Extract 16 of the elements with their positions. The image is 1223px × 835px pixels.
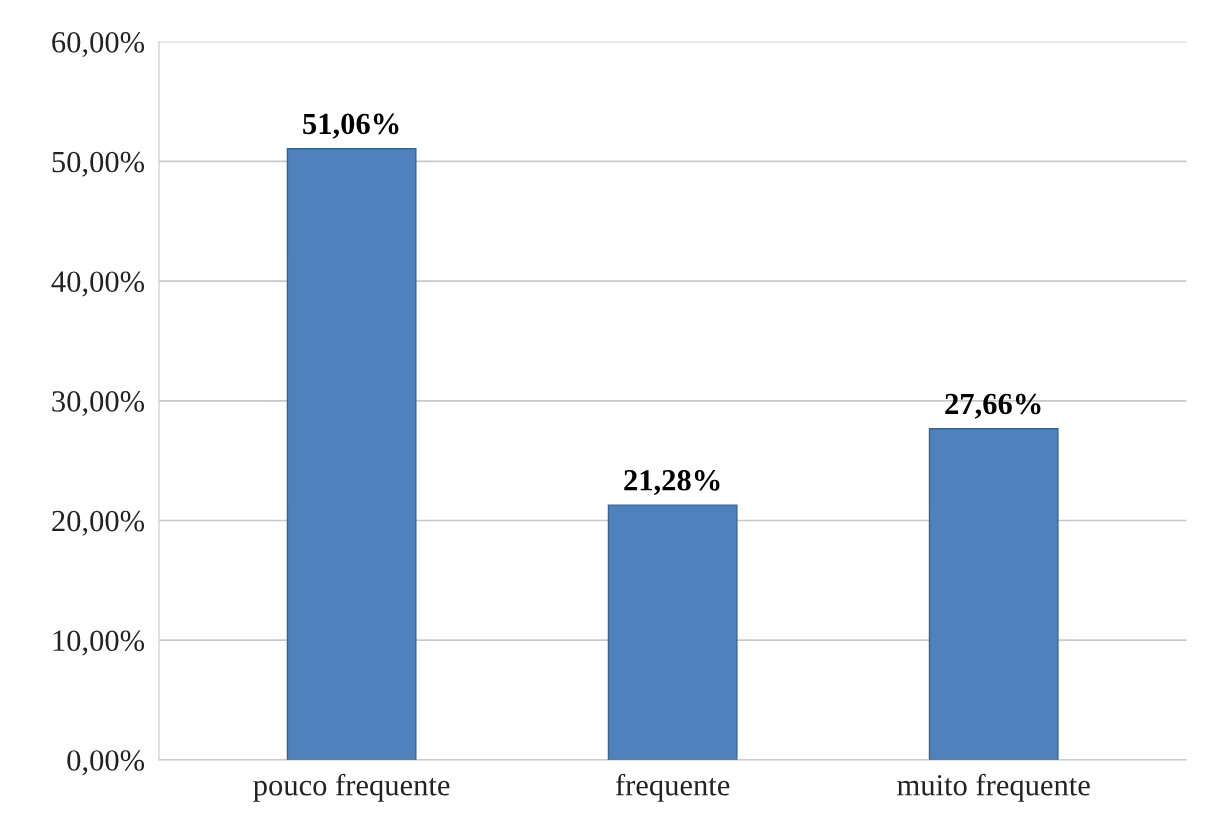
bar xyxy=(928,428,1059,760)
x-tick-label: muito frequente xyxy=(897,773,1090,802)
y-tick-label: 40,00% xyxy=(51,271,145,297)
y-tick-label: 30,00% xyxy=(52,391,145,417)
bar xyxy=(607,504,738,760)
data-label: 51,06% xyxy=(303,113,399,139)
y-tick-label: 60,00% xyxy=(52,32,145,58)
bar xyxy=(286,148,417,760)
data-label: 27,66% xyxy=(945,393,1041,419)
y-tick-label: 0,00% xyxy=(67,750,145,776)
y-tick-label: 50,00% xyxy=(52,151,145,177)
x-tick-label: frequente xyxy=(615,773,730,802)
y-tick-label: 10,00% xyxy=(53,630,145,656)
x-tick-label: pouco frequente xyxy=(253,773,450,802)
y-tick-label: 20,00% xyxy=(52,510,145,536)
data-label: 21,28% xyxy=(624,470,720,496)
